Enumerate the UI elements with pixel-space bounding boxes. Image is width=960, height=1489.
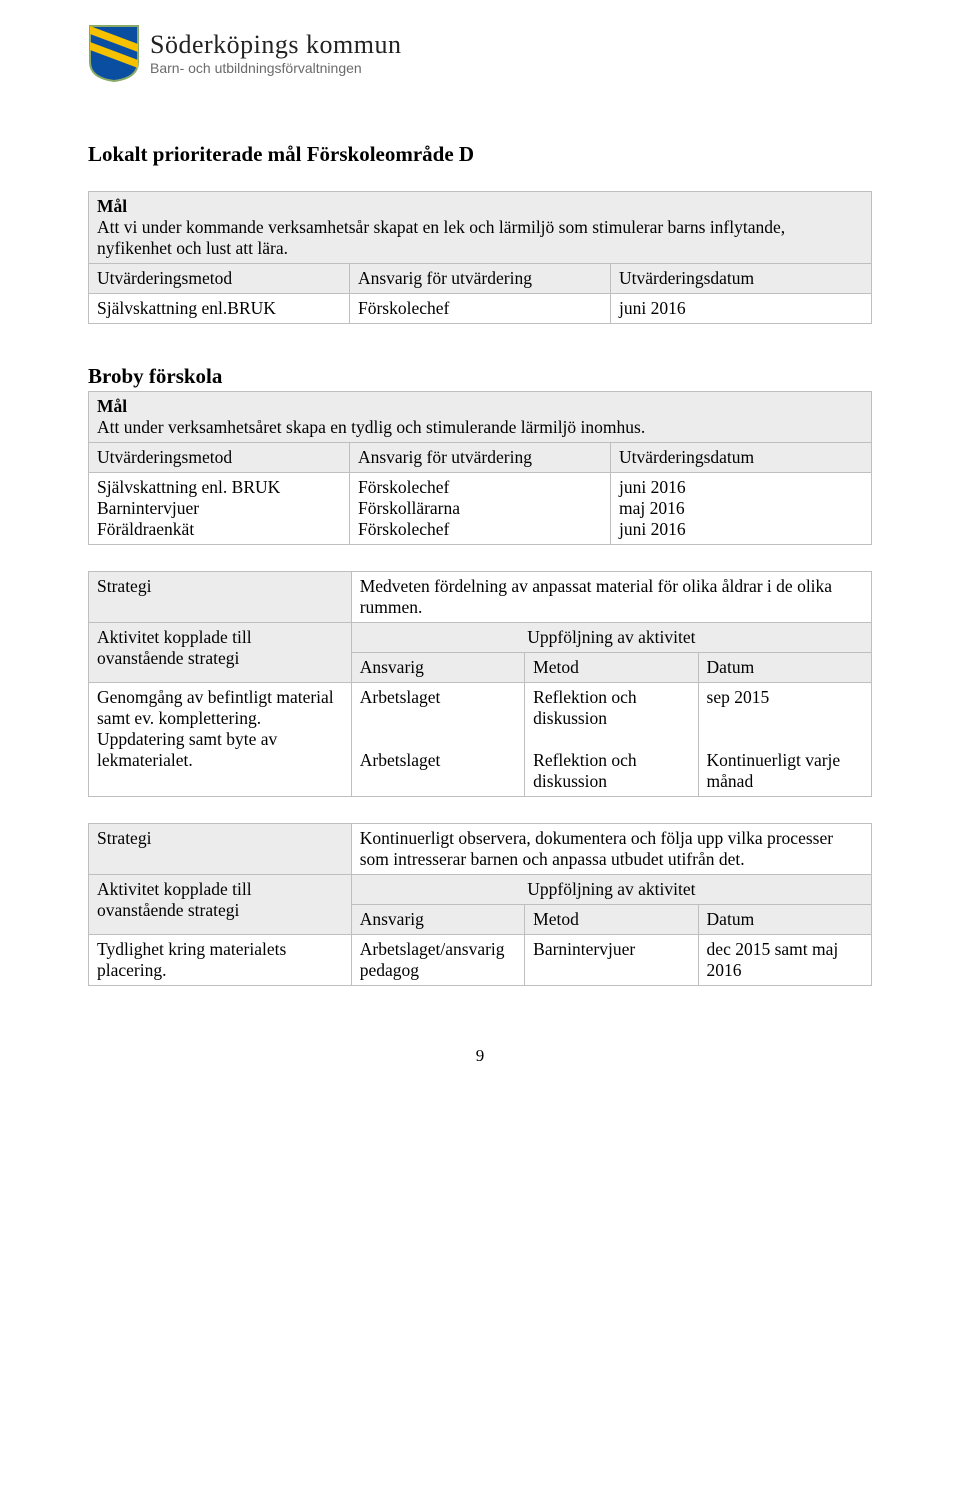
org-name: Söderköpings kommun: [150, 30, 401, 60]
table-cell: Självskattning enl.BRUK: [89, 294, 350, 324]
cell-line: Arbetslaget: [360, 687, 516, 708]
table-cell: Arbetslaget/ansvarig pedagog: [351, 935, 524, 986]
table-cell: Barnintervjuer: [525, 935, 698, 986]
label-line: Aktivitet kopplade till: [97, 879, 252, 899]
mal-cell: Mål Att under verksamhetsåret skapa en t…: [89, 392, 872, 443]
activity-label: Aktivitet kopplade till ovanstående stra…: [89, 875, 352, 935]
cell-line: juni 2016: [619, 519, 863, 540]
strategy-text: Medveten fördelning av anpassat material…: [351, 572, 871, 623]
activity-label: Aktivitet kopplade till ovanstående stra…: [89, 623, 352, 683]
cell-line: Förskolechef: [358, 477, 602, 498]
col-header: Ansvarig: [351, 905, 524, 935]
table-cell: Tydlighet kring materialets placering.: [89, 935, 352, 986]
cell-line: Barnintervjuer: [97, 498, 341, 519]
cell-line: Reflektion och diskussion: [533, 750, 689, 792]
followup-label: Uppföljning av aktivitet: [351, 875, 871, 905]
org-subtitle: Barn- och utbildningsförvaltningen: [150, 60, 401, 76]
col-header: Utvärderingsmetod: [89, 443, 350, 473]
municipal-crest-icon: [88, 24, 140, 82]
col-header: Metod: [525, 905, 698, 935]
cell-line: Genomgång av befintligt material samt ev…: [97, 687, 343, 729]
cell-line: [707, 708, 863, 729]
table-cell: Förskolechef Förskollärarna Förskolechef: [349, 473, 610, 545]
mal-label: Mål: [97, 196, 127, 216]
strategy-table-2: Strategi Kontinuerligt observera, dokume…: [88, 823, 872, 986]
strategy-text: Kontinuerligt observera, dokumentera och…: [351, 824, 871, 875]
table-cell: Självskattning enl. BRUK Barnintervjuer …: [89, 473, 350, 545]
cell-line: Kontinuerligt varje månad: [707, 750, 863, 792]
mal-cell: Mål Att vi under kommande verksamhetsår …: [89, 192, 872, 264]
document-title: Lokalt prioriterade mål Förskoleområde D: [88, 142, 872, 167]
goal-table-1: Mål Att vi under kommande verksamhetsår …: [88, 191, 872, 324]
label-line: ovanstående strategi: [97, 900, 239, 920]
cell-line: Reflektion och diskussion: [533, 687, 689, 729]
table-cell: Arbetslaget Arbetslaget: [351, 683, 524, 797]
org-header: Söderköpings kommun Barn- och utbildning…: [88, 24, 872, 82]
followup-label: Uppföljning av aktivitet: [351, 623, 871, 653]
mal-text: Att under verksamhetsåret skapa en tydli…: [97, 417, 645, 437]
table-cell: juni 2016: [611, 294, 872, 324]
cell-line: [533, 729, 689, 750]
col-header: Datum: [698, 905, 871, 935]
cell-line: Förskollärarna: [358, 498, 602, 519]
cell-line: Uppdatering samt byte av lekmaterialet.: [97, 729, 343, 771]
spacer: [88, 805, 872, 823]
col-header: Ansvarig: [351, 653, 524, 683]
section-title: Broby förskola: [88, 364, 872, 389]
col-header: Utvärderingsdatum: [611, 264, 872, 294]
org-text: Söderköpings kommun Barn- och utbildning…: [150, 30, 401, 76]
cell-line: [360, 708, 516, 729]
table-cell: dec 2015 samt maj 2016: [698, 935, 871, 986]
spacer: [88, 553, 872, 571]
cell-line: Förskolechef: [358, 519, 602, 540]
col-header: Ansvarig för utvärdering: [349, 264, 610, 294]
table-cell: Förskolechef: [349, 294, 610, 324]
col-header: Datum: [698, 653, 871, 683]
col-header: Utvärderingsdatum: [611, 443, 872, 473]
col-header: Ansvarig för utvärdering: [349, 443, 610, 473]
mal-label: Mål: [97, 396, 127, 416]
table-cell: juni 2016 maj 2016 juni 2016: [611, 473, 872, 545]
label-line: Aktivitet kopplade till: [97, 627, 252, 647]
cell-line: sep 2015: [707, 687, 863, 708]
table-cell: Genomgång av befintligt material samt ev…: [89, 683, 352, 797]
cell-line: Självskattning enl. BRUK: [97, 477, 341, 498]
page-number: 9: [88, 1046, 872, 1066]
cell-line: juni 2016: [619, 477, 863, 498]
page: Söderköpings kommun Barn- och utbildning…: [0, 0, 960, 1106]
cell-line: Arbetslaget: [360, 750, 516, 771]
cell-line: Föräldraenkät: [97, 519, 341, 540]
cell-line: [707, 729, 863, 750]
goal-table-2: Mål Att under verksamhetsåret skapa en t…: [88, 391, 872, 545]
table-cell: Reflektion och diskussion Reflektion och…: [525, 683, 698, 797]
mal-text: Att vi under kommande verksamhetsår skap…: [97, 217, 785, 258]
strategy-label: Strategi: [89, 824, 352, 875]
label-line: ovanstående strategi: [97, 648, 239, 668]
cell-line: maj 2016: [619, 498, 863, 519]
col-header: Utvärderingsmetod: [89, 264, 350, 294]
strategy-table-1: Strategi Medveten fördelning av anpassat…: [88, 571, 872, 797]
col-header: Metod: [525, 653, 698, 683]
cell-line: [360, 729, 516, 750]
strategy-label: Strategi: [89, 572, 352, 623]
table-cell: sep 2015 Kontinuerligt varje månad: [698, 683, 871, 797]
